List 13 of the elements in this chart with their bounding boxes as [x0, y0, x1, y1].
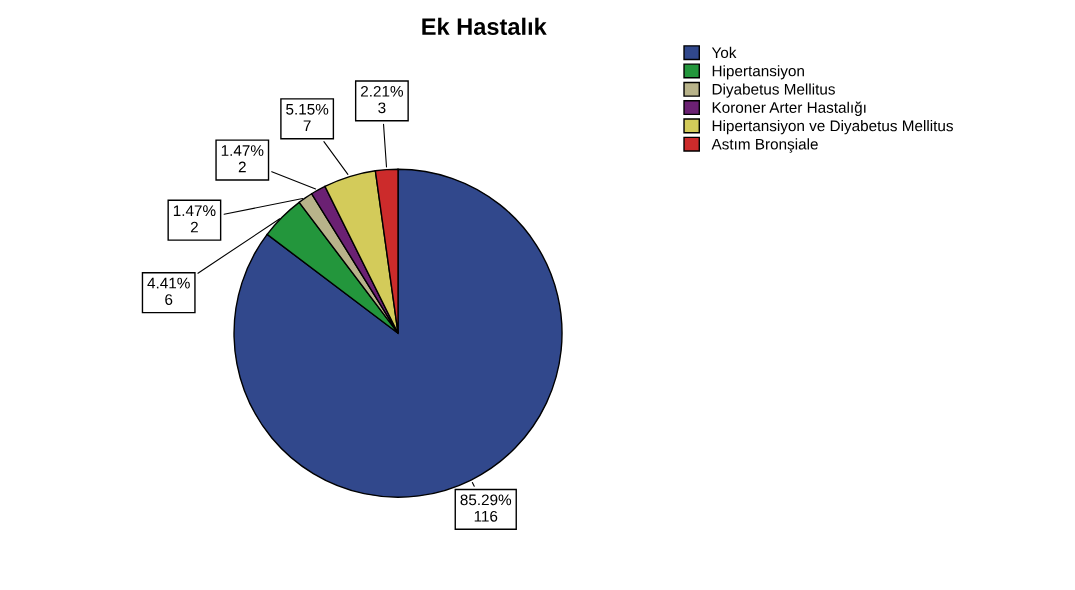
legend-label: Hipertansiyon ve Diyabetus Mellitus: [712, 120, 953, 135]
legend-label: Yok: [711, 46, 737, 59]
data-label: 1.47% 2: [173, 205, 216, 233]
legend-label: Astım Bronşiale: [711, 138, 818, 153]
legend-label: Hipertansiyon: [712, 65, 804, 80]
data-label: 85.29% 116: [460, 494, 512, 522]
legend-label: Diyabetus Mellitus: [712, 83, 835, 98]
chart-title: Ek Hastalık: [422, 17, 547, 36]
data-label: 1.47% 2: [221, 145, 264, 173]
data-label: 2.21% 3: [361, 85, 404, 114]
data-label: 5.15% 7: [286, 103, 329, 131]
data-label: 4.41% 6: [147, 277, 190, 305]
legend-label: Koroner Arter Hastalığı: [712, 101, 866, 116]
